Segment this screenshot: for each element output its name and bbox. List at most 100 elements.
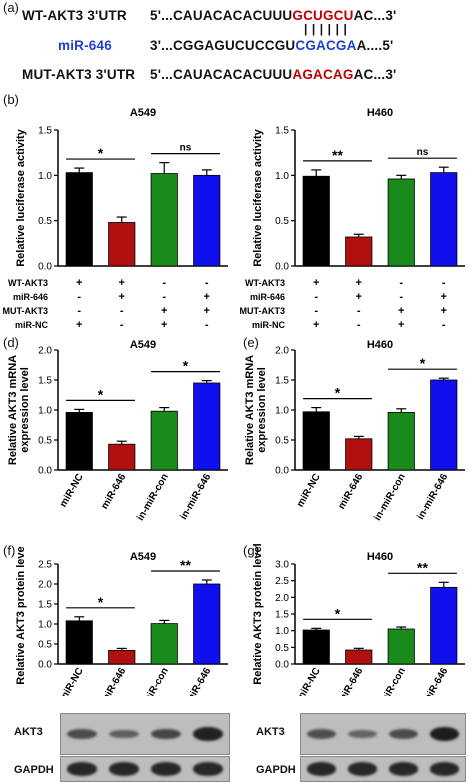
blot-f-akt3-band [192,727,224,741]
blot-f-gapdh-band [192,762,224,776]
e-y-label-line2: expression level [256,367,268,453]
b-left-condition-sign: + [161,305,167,317]
b-right-condition-sign: + [356,291,362,303]
chart-g-h460-protein: H460 0.0 0.5 1.0 1.5 2.0 2.5 3.0 Relative AKT3 p… [252,543,465,696]
e-significance-label: * [335,385,341,401]
f-y-tick-label: 2.0 [38,580,52,591]
blot-g-gapdh-band [388,762,419,776]
seed-pairing-bars: | | | | | | [304,22,348,36]
d-y-tick-label: 0.0 [38,466,52,477]
b-right-condition-row-label: miR-NC [252,320,285,330]
blot-f-akt3-band [66,728,98,740]
b-right-condition-sign: - [314,305,318,317]
mut-sequence-name: MUT-AKT3 3'UTR [22,67,136,82]
d-y-label-line1: Relative AKT3 mRNA [7,355,19,465]
d-y-label-line2: expression level [19,367,31,453]
f-bar [108,650,136,665]
b-right-bar [430,172,458,267]
e-significance-label: * [420,355,426,371]
b-right-condition-sign: + [356,277,362,289]
b-right-condition-row-label: MUT-AKT3 [240,306,286,316]
chart-f-a549-protein: A549 0.0 0.5 1.0 1.5 2.0 2.5 Relative AKT3 prot… [15,546,228,696]
d-category-label: in-miR-con [135,472,171,523]
panel-label-g: (g) [243,543,259,558]
b-right-condition-sign: + [313,277,319,289]
blot-f-akt3-label: AKT3 [14,726,43,738]
f-significance-label: * [98,594,104,610]
mut-sequence-prefix: 5'...CAUACACACUUU [150,67,293,82]
b-right-condition-sign: + [398,319,404,331]
f-y-tick-label: 0.0 [38,660,52,671]
blot-g-akt3-band [388,728,419,740]
b-left-condition-sign: + [76,319,82,331]
blot-g-gapdh-strip [300,756,466,782]
g-y-tick-label: 1.5 [275,610,289,621]
f-significance-label: ** [180,557,191,573]
f-category-label: miR-NC [58,666,86,696]
b-left-y-tick-label: 0.0 [38,262,52,273]
g-y-tick-label: 1.0 [275,626,289,637]
f-y-tick-label: 1.0 [38,620,52,631]
d-category-label: miR-NC [58,472,86,509]
d-y-tick-label: 2.0 [38,346,52,357]
b-left-condition-sign: - [77,305,81,317]
g-category-label: miR-NC [295,666,323,696]
d-bar [150,410,178,471]
g-significance-label: * [335,605,341,621]
b-left-condition-sign: - [162,277,166,289]
g-y-tick-label: 0.0 [275,660,289,671]
blot-f-gapdh-band [150,762,182,776]
wt-sequence-row: WT-AKT3 3'UTR 5'...CAUACACACUUUGCUGCUAC..… [22,8,396,23]
blot-f-gapdh-band [66,762,98,776]
blot-f-gapdh-strip [60,756,230,782]
f-bar [150,623,178,665]
blot-g-akt3-label: AKT3 [256,726,285,738]
b-right-bar [387,178,415,267]
panel-label-f: (f) [3,543,16,558]
b-right-condition-sign: + [398,305,404,317]
d-significance-label: * [183,358,189,374]
b-left-condition-sign: + [119,291,125,303]
f-title: A549 [130,551,156,563]
b-right-condition-sign: - [442,319,446,331]
b-right-y-tick-label: 0.5 [275,216,289,227]
b-left-condition-row-label: WT-AKT3 [8,278,48,288]
e-category-label: miR-NC [295,472,323,509]
b-left-condition-sign: + [119,277,125,289]
b-left-condition-sign: + [204,291,210,303]
wt-sequence-prefix: 5'...CAUACACACUUU [150,8,293,23]
mut-sequence-row: MUT-AKT3 3'UTR 5'...CAUACACACUUUAGACAGAC.… [22,67,396,82]
mut-seed-highlight: AGACAG [292,67,354,82]
b-left-bar [65,172,93,267]
b-left-y-label: Relative luciferase activity [15,128,27,266]
panel-label-b: (b) [3,92,19,107]
d-bar [65,412,93,471]
f-y-tick-label: 1.5 [38,600,52,611]
b-left-significance-label: * [98,145,104,161]
mir-seed-highlight: CGACGA [295,38,357,53]
blot-g-akt3-band [347,729,378,739]
b-right-condition-sign: - [399,291,403,303]
g-category-label: in-miR-646 [415,666,450,696]
blot-f-gapdh-label: GAPDH [14,764,54,776]
panel-label-a: (a) [3,0,19,15]
e-y-tick-label: 0.0 [275,466,289,477]
b-right-y-tick-label: 1.5 [275,126,289,137]
f-category-label: miR-646 [99,666,128,696]
blot-g-gapdh-band [306,762,337,776]
e-title: H460 [367,339,393,351]
b-left-condition-row-label: MUT-AKT3 [3,306,49,316]
b-left-condition-sign: + [76,277,82,289]
blot-g-akt3-strip [300,713,466,755]
e-y-tick-label: 0.5 [275,436,289,447]
g-category-label: miR-646 [336,666,365,696]
b-left-condition-sign: - [205,277,209,289]
g-y-tick-label: 2.5 [275,576,289,587]
b-right-y-tick-label: 1.0 [275,171,289,182]
e-y-tick-label: 1.0 [275,406,289,417]
b-right-condition-sign: - [399,277,403,289]
chart-b-a549-luciferase: A549 0.0 0.5 1.0 1.5 Relative luciferase acti… [3,107,228,331]
b-left-condition-sign: - [162,291,166,303]
f-category-label: in-miR-con [135,666,171,696]
b-right-condition-row-label: WT-AKT3 [245,278,285,288]
